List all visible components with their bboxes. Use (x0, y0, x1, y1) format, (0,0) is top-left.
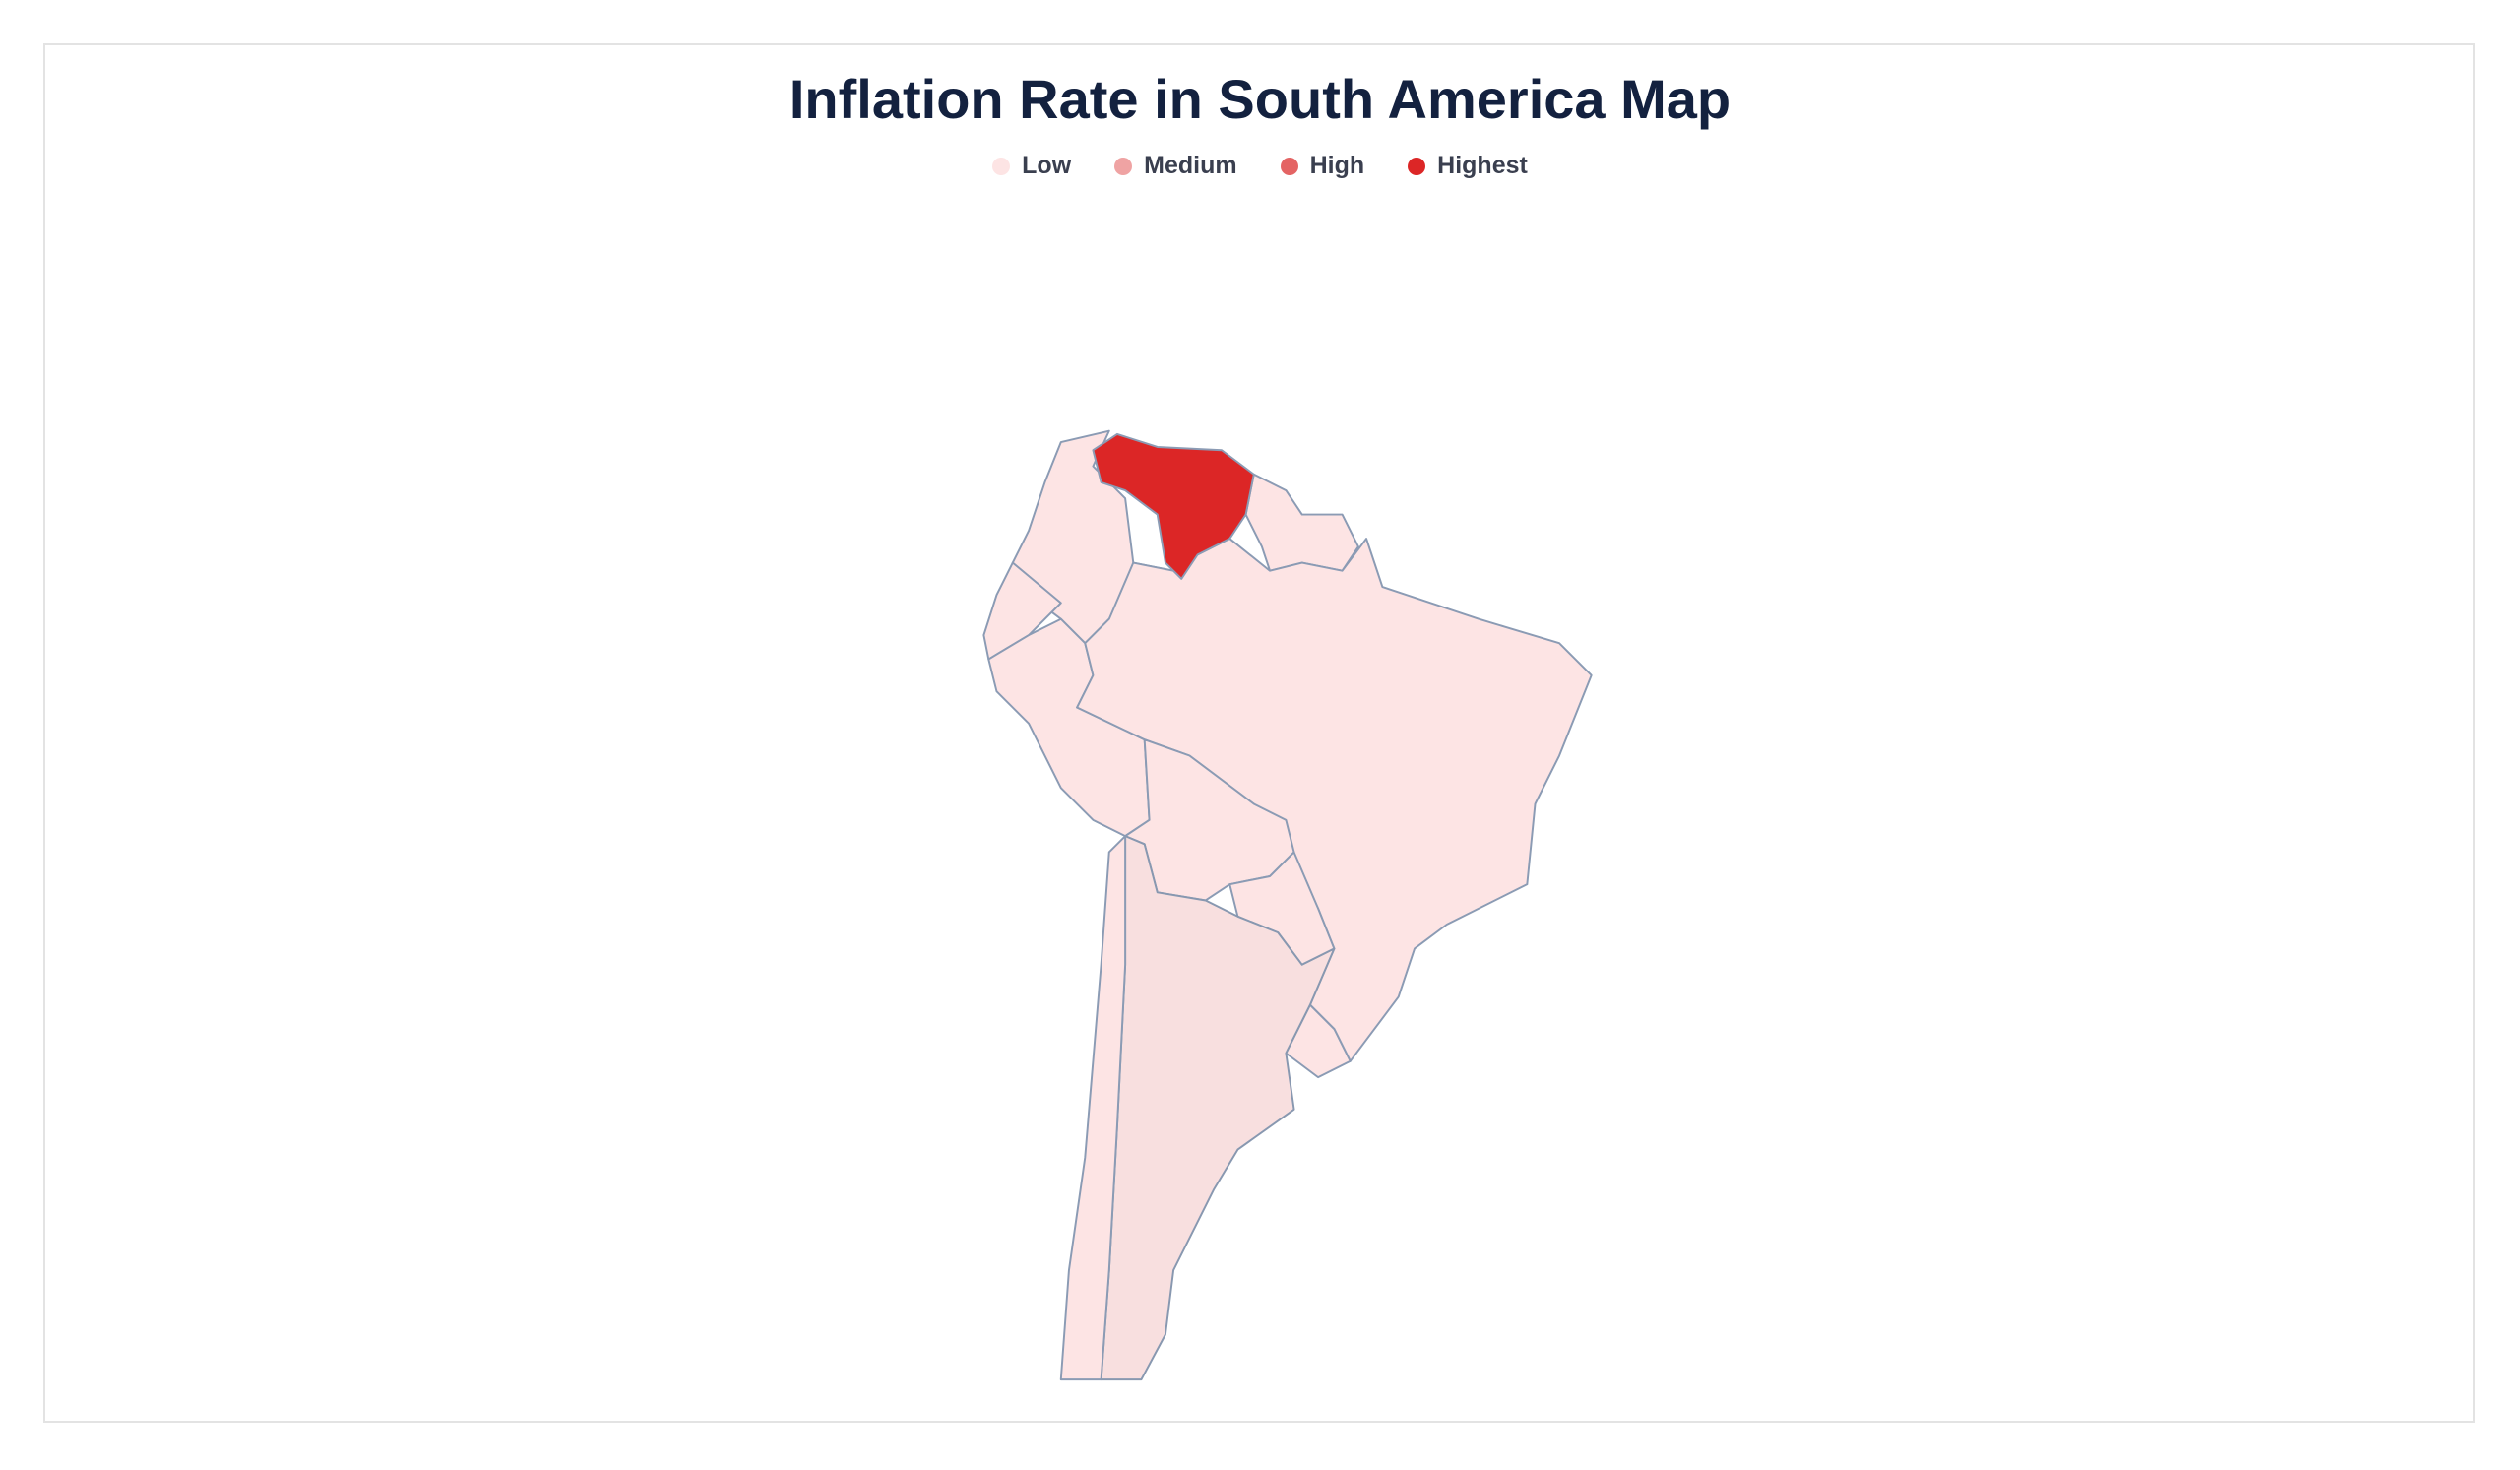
legend-item[interactable]: Low (992, 152, 1071, 180)
legend-marker (992, 157, 1011, 175)
country (1059, 835, 1127, 1381)
country (1244, 473, 1359, 572)
chart-title: Inflation Rate in South America Map (788, 68, 1732, 130)
legend-item[interactable]: High (1280, 152, 1365, 180)
legend-marker (1114, 157, 1133, 175)
legend-label: Medium (1144, 152, 1237, 179)
chart-frame (43, 43, 2475, 1423)
legend-label: Highest (1437, 152, 1528, 179)
legend-item[interactable]: Medium (1114, 152, 1237, 180)
country (1092, 432, 1255, 580)
legend: Low Medium High Highest (0, 152, 2520, 180)
legend-label: Low (1022, 152, 1072, 179)
legend-marker (1280, 157, 1298, 175)
legend-label: High (1309, 152, 1365, 179)
legend-item[interactable]: Highest (1408, 152, 1528, 180)
legend-marker (1408, 157, 1426, 175)
